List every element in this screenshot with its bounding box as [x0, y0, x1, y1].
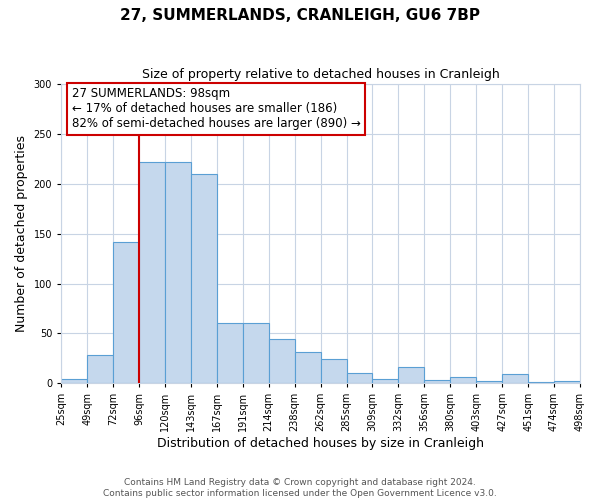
Text: 27 SUMMERLANDS: 98sqm
← 17% of detached houses are smaller (186)
82% of semi-det: 27 SUMMERLANDS: 98sqm ← 17% of detached …	[71, 88, 361, 130]
Bar	[502, 374, 528, 383]
Y-axis label: Number of detached properties: Number of detached properties	[15, 135, 28, 332]
Bar	[476, 381, 502, 383]
Bar	[191, 174, 217, 383]
Bar	[113, 242, 139, 383]
Bar	[451, 377, 476, 383]
Bar	[269, 339, 295, 383]
X-axis label: Distribution of detached houses by size in Cranleigh: Distribution of detached houses by size …	[157, 437, 484, 450]
Bar	[347, 373, 373, 383]
Bar	[554, 381, 580, 383]
Bar	[528, 382, 554, 383]
Bar	[424, 380, 451, 383]
Bar	[320, 359, 347, 383]
Bar	[373, 379, 398, 383]
Title: Size of property relative to detached houses in Cranleigh: Size of property relative to detached ho…	[142, 68, 499, 80]
Bar	[243, 324, 269, 383]
Bar	[61, 379, 87, 383]
Bar	[398, 367, 424, 383]
Bar	[295, 352, 320, 383]
Bar	[87, 355, 113, 383]
Text: 27, SUMMERLANDS, CRANLEIGH, GU6 7BP: 27, SUMMERLANDS, CRANLEIGH, GU6 7BP	[120, 8, 480, 22]
Text: Contains HM Land Registry data © Crown copyright and database right 2024.
Contai: Contains HM Land Registry data © Crown c…	[103, 478, 497, 498]
Bar	[139, 162, 165, 383]
Bar	[217, 324, 243, 383]
Bar	[165, 162, 191, 383]
